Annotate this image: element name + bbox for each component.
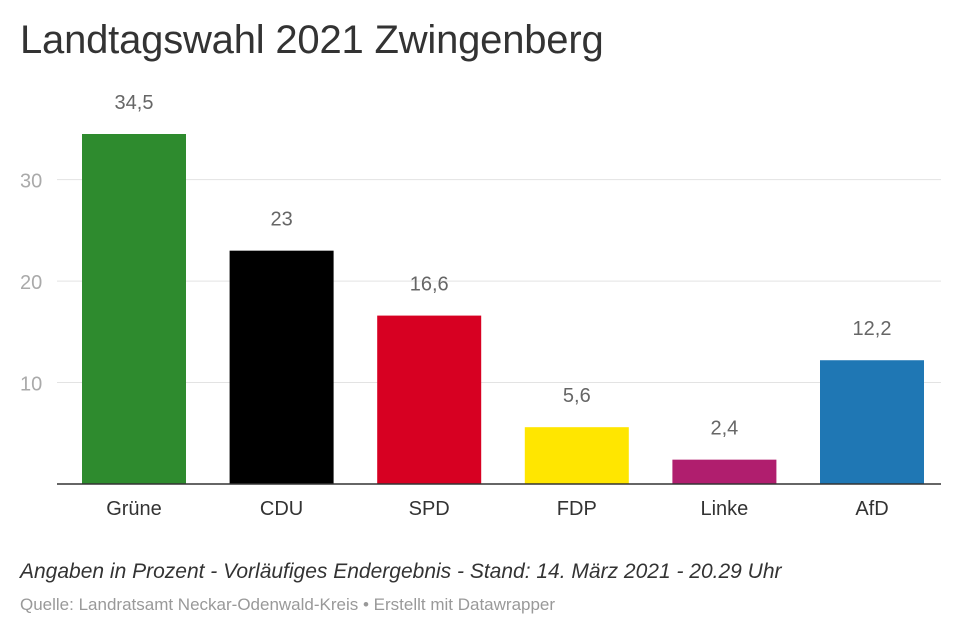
- category-label: SPD: [409, 498, 450, 520]
- value-label: 12,2: [853, 318, 892, 340]
- value-labels: 34,5 23 16,6 5,6 2,4 12,2: [115, 92, 892, 440]
- value-label: 2,4: [710, 418, 738, 440]
- value-label: 23: [270, 209, 292, 231]
- bar-linke: [672, 459, 777, 484]
- y-tick-label: 10: [20, 374, 42, 396]
- category-label: Linke: [700, 498, 748, 520]
- footer-source: Quelle: Landratsamt Neckar-Odenwald-Krei…: [20, 595, 556, 614]
- value-label: 5,6: [563, 385, 591, 407]
- chart-title: Landtagswahl 2021 Zwingenberg: [20, 18, 604, 62]
- y-tick-label: 30: [20, 171, 42, 193]
- bar-cdu: [229, 250, 334, 484]
- bar-spd: [377, 315, 482, 484]
- bar-chart: 10 20 30 34,5 23 16,6 5,6 2,4 12,2 Grüne CDU SPD F…: [20, 92, 941, 520]
- category-label: AfD: [855, 498, 888, 520]
- bars: [82, 134, 924, 484]
- bar-fdp: [524, 427, 629, 484]
- value-label: 34,5: [115, 92, 154, 114]
- y-tick-label: 20: [20, 272, 42, 294]
- category-label: Grüne: [106, 498, 162, 520]
- category-label: FDP: [557, 498, 597, 520]
- gridlines: [57, 179, 941, 384]
- footer-note: Angaben in Prozent - Vorläufiges Enderge…: [20, 560, 782, 583]
- bar-afd: [820, 360, 924, 484]
- y-axis-ticks: 10 20 30: [20, 171, 42, 396]
- value-label: 16,6: [410, 274, 449, 296]
- x-axis-ticks: Grüne CDU SPD FDP Linke AfD: [106, 498, 888, 520]
- category-label: CDU: [260, 498, 303, 520]
- bar-grüne: [82, 134, 186, 484]
